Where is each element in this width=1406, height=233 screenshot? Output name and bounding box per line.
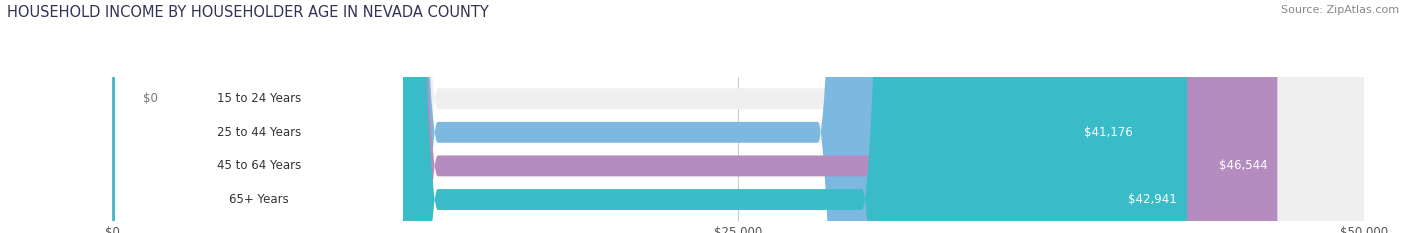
FancyBboxPatch shape	[115, 0, 402, 233]
FancyBboxPatch shape	[115, 0, 402, 233]
Text: $42,941: $42,941	[1129, 193, 1177, 206]
FancyBboxPatch shape	[115, 0, 402, 233]
Text: Source: ZipAtlas.com: Source: ZipAtlas.com	[1281, 5, 1399, 15]
Text: 45 to 64 Years: 45 to 64 Years	[217, 159, 301, 172]
FancyBboxPatch shape	[115, 0, 402, 233]
FancyBboxPatch shape	[112, 0, 1364, 233]
Text: 65+ Years: 65+ Years	[229, 193, 288, 206]
FancyBboxPatch shape	[112, 0, 1364, 233]
FancyBboxPatch shape	[112, 0, 1364, 233]
Text: $0: $0	[142, 92, 157, 105]
Text: $41,176: $41,176	[1084, 126, 1133, 139]
FancyBboxPatch shape	[112, 0, 1143, 233]
Text: 25 to 44 Years: 25 to 44 Years	[217, 126, 301, 139]
FancyBboxPatch shape	[112, 0, 1364, 233]
Text: HOUSEHOLD INCOME BY HOUSEHOLDER AGE IN NEVADA COUNTY: HOUSEHOLD INCOME BY HOUSEHOLDER AGE IN N…	[7, 5, 489, 20]
FancyBboxPatch shape	[112, 0, 1187, 233]
FancyBboxPatch shape	[112, 0, 1277, 233]
Text: 15 to 24 Years: 15 to 24 Years	[217, 92, 301, 105]
Text: $46,544: $46,544	[1219, 159, 1267, 172]
